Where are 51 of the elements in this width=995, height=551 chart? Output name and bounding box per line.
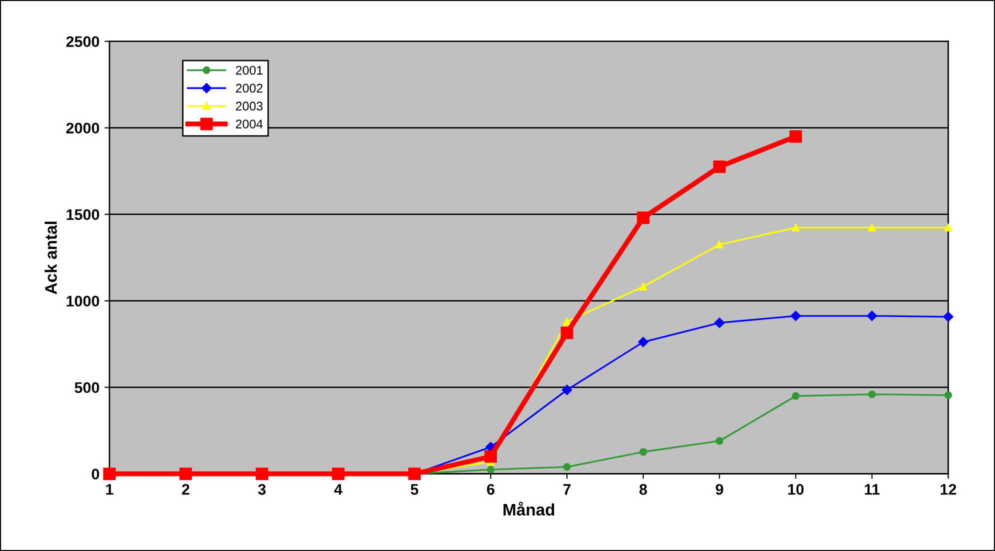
y-tick-label: 2500	[66, 36, 100, 48]
y-tick-label: 1000	[66, 296, 100, 307]
y-tick-label: 0	[92, 468, 100, 480]
y-tick-label: 2000	[66, 122, 100, 134]
point	[179, 468, 192, 480]
x-tick-label: 4	[334, 484, 342, 495]
point	[256, 468, 268, 480]
legend-label: 2002	[236, 84, 262, 93]
y-tick-label: 500	[74, 382, 100, 394]
point	[639, 282, 648, 290]
point	[103, 468, 116, 480]
x-tick-label: 9	[716, 484, 724, 495]
point	[943, 312, 954, 322]
point	[713, 160, 726, 174]
x-tick-label: 8	[639, 484, 647, 495]
y-tick-label: 1500	[66, 209, 100, 220]
y-axis-title: Ack antal	[44, 222, 57, 294]
point	[486, 466, 495, 474]
point	[563, 463, 571, 471]
x-tick-label: 5	[410, 484, 418, 495]
point	[562, 384, 572, 396]
x-tick-label: 3	[258, 484, 266, 495]
point	[638, 336, 648, 348]
point	[792, 392, 800, 400]
point	[944, 391, 952, 399]
point	[716, 437, 724, 445]
point	[560, 326, 574, 340]
legend-label: 2003	[236, 102, 263, 111]
x-tick-label: 10	[788, 484, 804, 495]
point	[563, 318, 571, 326]
x-tick-label: 7	[563, 484, 571, 495]
point	[714, 318, 725, 328]
x-tick-label: 11	[864, 484, 880, 495]
point	[636, 212, 650, 224]
x-axis-title: Månad	[504, 502, 554, 516]
point	[792, 224, 800, 232]
x-tick-label: 12	[940, 484, 956, 495]
point	[866, 310, 878, 322]
point	[944, 224, 952, 232]
x-tick-label: 1	[106, 484, 114, 495]
point	[484, 450, 497, 463]
x-tick-label: 2	[182, 484, 190, 495]
x-tick-label: 6	[487, 484, 494, 495]
point	[790, 310, 801, 322]
point	[789, 130, 802, 143]
legend-label: 2001	[236, 66, 262, 75]
point	[716, 240, 724, 248]
point	[868, 224, 876, 232]
legend-label: 2004	[236, 120, 263, 128]
point	[868, 390, 876, 398]
point	[639, 448, 648, 456]
